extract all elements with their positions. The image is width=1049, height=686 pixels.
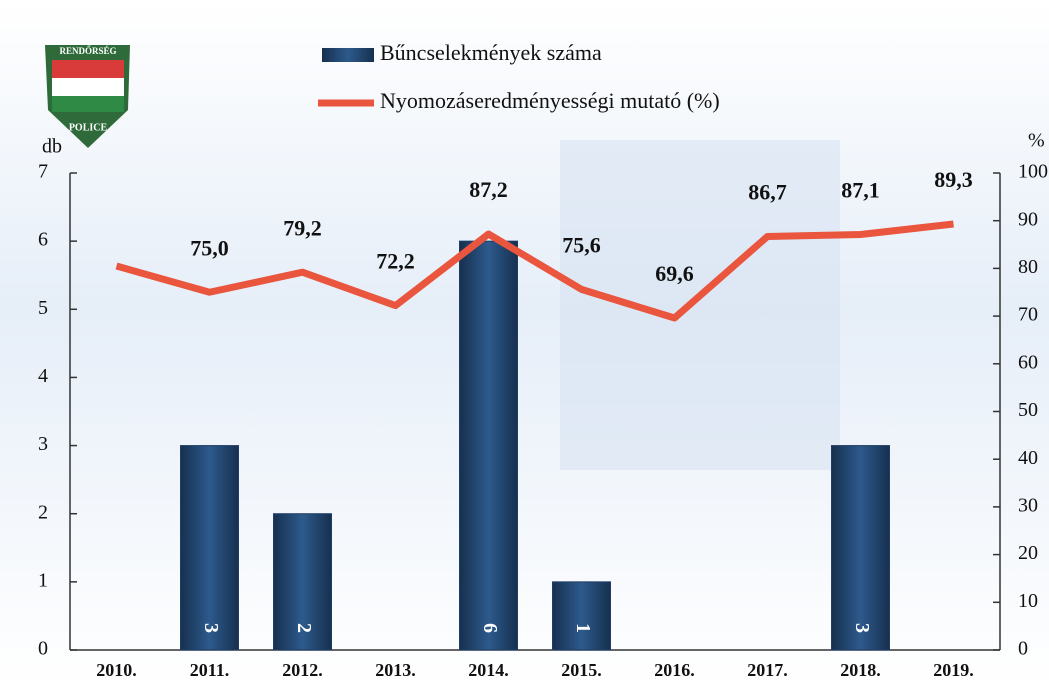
y2-tick-label: 50: [1018, 399, 1038, 421]
bar: [552, 581, 611, 651]
x-tick-label: 2011.: [190, 660, 230, 680]
x-tick-label: 2014.: [468, 660, 509, 680]
line-value-label: 87,1: [841, 178, 880, 203]
y2-tick-label: 0: [1018, 638, 1028, 660]
y2-tick-label: 40: [1018, 447, 1038, 469]
x-tick-label: 2013.: [375, 660, 416, 680]
y2-axis-title: %: [1028, 130, 1045, 152]
line-value-label: 72,2: [376, 249, 415, 274]
line-value-label: 75,6: [562, 232, 601, 257]
bar: [831, 445, 890, 651]
legend-label: Nyomozáseredményességi mutató (%): [380, 88, 720, 113]
x-tick-label: 2012.: [282, 660, 323, 680]
y-tick-label: 6: [38, 229, 48, 251]
y2-tick-label: 60: [1018, 351, 1038, 373]
x-tick-label: 2015.: [561, 660, 602, 680]
logo-top: RENDŐRSÉG: [59, 46, 116, 56]
x-tick-label: 2010.: [96, 660, 137, 680]
x-tick-label: 2019.: [933, 660, 974, 680]
line-value-label: 79,2: [283, 215, 322, 240]
y-tick-label: 5: [38, 297, 48, 319]
y2-tick-label: 70: [1018, 304, 1038, 326]
bar-value-label: 1: [572, 623, 594, 633]
y-axis-title: db: [42, 136, 62, 158]
line-value-label: 75,0: [190, 235, 229, 260]
building-backdrop: [560, 140, 840, 470]
line-value-label: 87,2: [469, 177, 508, 202]
bar-value-label: 3: [851, 623, 873, 633]
y2-tick-label: 90: [1018, 208, 1038, 230]
line: [115, 220, 954, 322]
bar: [459, 240, 518, 651]
bar-value-label: 6: [479, 623, 501, 633]
legend-swatch: [322, 48, 374, 62]
y-tick-label: 4: [38, 365, 48, 387]
line-value-label: 86,7: [748, 179, 787, 204]
logo-bottom: POLICE: [69, 122, 108, 133]
bar-value-label: 3: [200, 623, 222, 633]
y2-tick-label: 10: [1018, 590, 1038, 612]
x-tick-label: 2018.: [840, 660, 881, 680]
logo: RENDŐRSÉG POLICE: [45, 45, 130, 148]
y-tick-label: 7: [38, 161, 48, 183]
x-tick-label: 2016.: [654, 660, 695, 680]
bar: [180, 445, 239, 651]
y2-tick-label: 20: [1018, 542, 1038, 564]
y2-tick-label: 100: [1018, 161, 1048, 183]
line-value-label: 89,3: [934, 167, 973, 192]
y-tick-label: 2: [38, 501, 48, 523]
legend-label: Bűncselekmények száma: [380, 40, 602, 65]
y-tick-label: 0: [38, 638, 48, 660]
y-tick-label: 3: [38, 433, 48, 455]
line-value-label: 69,6: [655, 261, 694, 286]
y-tick-label: 1: [38, 569, 48, 591]
bar-value-label: 2: [293, 623, 315, 633]
x-tick-label: 2017.: [747, 660, 788, 680]
y2-tick-label: 30: [1018, 494, 1038, 516]
bar: [273, 513, 332, 651]
y2-tick-label: 80: [1018, 256, 1038, 278]
